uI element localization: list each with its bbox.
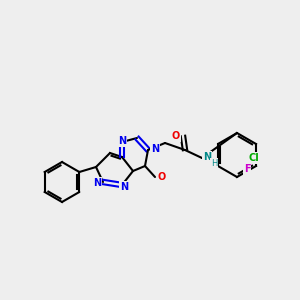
Text: O: O <box>172 131 180 141</box>
Text: O: O <box>158 172 166 182</box>
Text: N: N <box>203 152 211 162</box>
Text: N: N <box>93 178 101 188</box>
Text: H: H <box>211 158 217 167</box>
Text: F: F <box>244 164 250 174</box>
Text: Cl: Cl <box>249 153 260 163</box>
Text: N: N <box>118 136 126 146</box>
Text: N: N <box>120 182 128 192</box>
Text: N: N <box>151 144 159 154</box>
